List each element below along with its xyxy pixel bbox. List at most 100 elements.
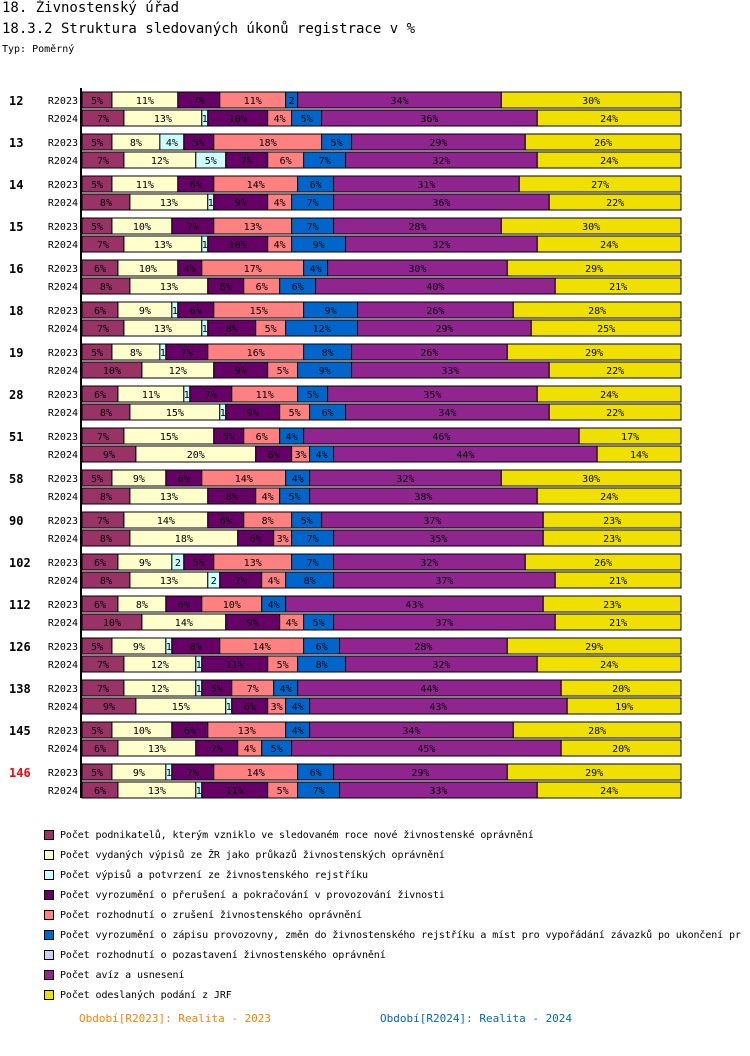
data-label: 6%	[256, 282, 268, 293]
period-label: R2023	[48, 138, 78, 149]
legend-label: Počet podnikatelů, kterým vzniklo ve sle…	[60, 829, 534, 841]
data-label: 13%	[148, 744, 166, 755]
data-label: 6%	[190, 180, 202, 191]
legend-item: Počet rozhodnutí o zrušení živnostenskéh…	[44, 905, 746, 925]
data-label: 6%	[184, 726, 196, 737]
period-label: R2023	[48, 222, 78, 233]
data-label: 6%	[178, 474, 190, 485]
data-label: 2	[289, 96, 295, 107]
data-label: 7%	[307, 198, 319, 209]
data-label: 13%	[154, 114, 172, 125]
data-label: 8%	[100, 198, 112, 209]
data-label: 1	[166, 768, 172, 779]
data-label: 9%	[319, 366, 331, 377]
data-label: 29%	[429, 138, 447, 149]
data-label: 5%	[301, 516, 313, 527]
data-label: 37%	[423, 516, 441, 527]
data-label: 8%	[100, 282, 112, 293]
legend-swatch	[44, 970, 54, 980]
period-label: R2023	[48, 474, 78, 485]
group-label: 51	[9, 430, 23, 444]
data-label: 8%	[226, 492, 238, 503]
data-label: 5%	[289, 492, 301, 503]
data-label: 4%	[292, 702, 304, 713]
period-label: R2024	[48, 576, 78, 587]
data-label: 34%	[438, 408, 456, 419]
period-label: R2024	[48, 660, 78, 671]
bar-segment	[512, 721, 682, 739]
data-label: 9%	[133, 474, 145, 485]
data-label: 11%	[226, 786, 244, 797]
data-label: 44%	[420, 684, 438, 695]
group-label: 126	[9, 640, 31, 654]
data-label: 7%	[97, 156, 109, 167]
data-label: 46%	[432, 432, 450, 443]
bar-segment	[542, 529, 682, 547]
data-label: 5%	[307, 390, 319, 401]
data-label: 5%	[277, 660, 289, 671]
legend-item: Počet rozhodnutí o pozastavení živnosten…	[44, 945, 746, 965]
data-label: 1	[196, 786, 202, 797]
data-label: 12%	[169, 366, 187, 377]
data-label: 7%	[241, 156, 253, 167]
period-label: R2024	[48, 786, 78, 797]
data-label: 11%	[226, 660, 244, 671]
bar-segment	[512, 301, 682, 319]
period-label: R2024	[48, 366, 78, 377]
data-label: 7%	[97, 684, 109, 695]
data-label: 8%	[190, 642, 202, 653]
legend-swatch	[44, 950, 54, 960]
legend-item: Počet odeslaných podání z JRF	[44, 985, 746, 1005]
group-label: 18	[9, 304, 23, 318]
bar-segment	[560, 679, 682, 697]
data-label: 8%	[262, 516, 274, 527]
bar-segment	[560, 739, 682, 757]
data-label: 4%	[166, 138, 178, 149]
data-label: 36%	[432, 198, 450, 209]
data-label: 26%	[594, 138, 612, 149]
data-label: 1	[208, 198, 214, 209]
data-label: 4%	[310, 264, 322, 275]
data-label: 14%	[247, 180, 265, 191]
data-label: 35%	[423, 390, 441, 401]
data-label: 6%	[94, 390, 106, 401]
data-label: 22%	[606, 408, 624, 419]
data-label: 9%	[133, 642, 145, 653]
data-label: 45%	[417, 744, 435, 755]
data-label: 24%	[600, 114, 618, 125]
group-label: 16	[9, 262, 23, 276]
legend-label: Počet odeslaných podání z JRF	[60, 989, 232, 1001]
period-label: R2023	[48, 264, 78, 275]
data-label: 6%	[220, 282, 232, 293]
data-label: 13%	[160, 282, 178, 293]
bar-segment	[596, 445, 682, 463]
data-label: 5%	[91, 768, 103, 779]
bar-segment	[506, 763, 682, 781]
group-label: 146	[9, 766, 31, 780]
data-label: 5%	[313, 618, 325, 629]
data-label: 11%	[256, 390, 274, 401]
data-label: 10%	[229, 114, 247, 125]
legend-swatch	[44, 870, 54, 880]
bar-segment	[524, 553, 682, 571]
group-label: 102	[9, 556, 31, 570]
data-label: 10%	[103, 366, 121, 377]
data-label: 7%	[211, 744, 223, 755]
period-label: R2023	[48, 96, 78, 107]
legend-swatch	[44, 930, 54, 940]
data-label: 12%	[151, 156, 169, 167]
legend-swatch	[44, 890, 54, 900]
data-label: 10%	[223, 600, 241, 611]
data-label: 14%	[630, 450, 648, 461]
data-label: 11%	[142, 390, 160, 401]
data-label: 28%	[408, 222, 426, 233]
data-label: 29%	[411, 768, 429, 779]
data-label: 1	[226, 702, 232, 713]
data-label: 14%	[175, 618, 193, 629]
data-label: 3%	[271, 702, 283, 713]
data-label: 12%	[151, 684, 169, 695]
data-label: 32%	[432, 156, 450, 167]
period-label: R2023	[48, 600, 78, 611]
data-label: 4%	[184, 264, 196, 275]
data-label: 8%	[100, 408, 112, 419]
